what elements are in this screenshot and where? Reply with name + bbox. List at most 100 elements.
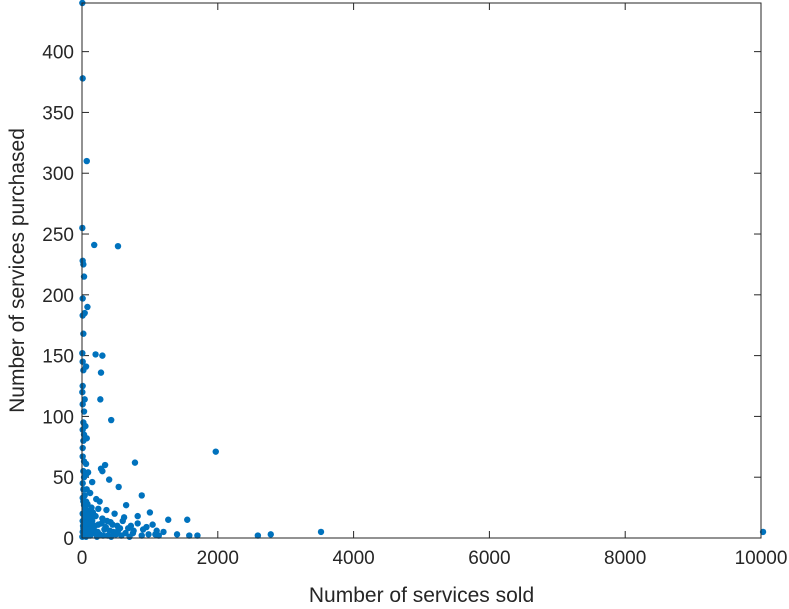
data-points <box>79 0 767 540</box>
x-tick-label: 0 <box>77 548 88 569</box>
y-tick-label: 200 <box>42 286 74 307</box>
data-point <box>91 241 98 249</box>
data-point <box>116 525 124 532</box>
data-point <box>146 509 154 516</box>
data-point <box>194 532 201 539</box>
data-point <box>119 517 126 525</box>
data-point <box>103 506 110 514</box>
data-point <box>127 522 135 530</box>
data-point <box>85 520 93 527</box>
data-point <box>103 517 111 525</box>
data-point <box>79 382 86 390</box>
data-point <box>138 492 145 499</box>
data-point <box>102 523 109 531</box>
data-point <box>94 528 101 536</box>
x-tick-label: 10000 <box>735 548 788 569</box>
data-point <box>96 498 103 505</box>
data-point <box>81 396 88 403</box>
data-point <box>134 520 141 527</box>
data-point <box>149 521 156 528</box>
data-point <box>112 531 120 538</box>
data-point <box>109 521 116 528</box>
x-axis-title: Number of services sold <box>309 584 534 607</box>
data-point <box>80 498 87 505</box>
data-point <box>99 352 106 359</box>
data-point <box>80 261 87 268</box>
data-point <box>83 511 90 519</box>
data-point <box>99 532 107 539</box>
data-point <box>106 527 114 534</box>
data-point <box>79 401 86 408</box>
data-point <box>173 531 181 538</box>
data-point <box>82 460 90 468</box>
data-point <box>80 367 87 374</box>
data-point <box>99 515 106 522</box>
data-point <box>317 528 325 536</box>
data-point <box>115 483 122 491</box>
data-point <box>79 312 86 319</box>
data-point <box>99 467 106 475</box>
data-point <box>101 461 109 469</box>
data-point <box>79 453 86 460</box>
data-point <box>79 75 86 82</box>
y-tick-label: 300 <box>42 164 74 185</box>
data-point <box>184 516 191 523</box>
data-point <box>80 330 87 337</box>
data-point <box>98 520 105 527</box>
data-point <box>122 529 129 537</box>
data-point <box>80 437 87 444</box>
data-point <box>89 509 97 516</box>
data-point <box>165 516 172 523</box>
data-point <box>82 505 89 513</box>
data-point <box>152 531 159 538</box>
x-tick-label: 8000 <box>604 548 646 569</box>
data-point <box>131 459 139 466</box>
data-point <box>97 369 105 376</box>
data-point <box>92 351 99 358</box>
y-tick-label: 400 <box>42 43 74 64</box>
data-point <box>105 476 113 483</box>
data-point <box>79 295 86 302</box>
data-point <box>138 532 145 539</box>
data-point <box>79 480 86 487</box>
data-point <box>114 242 122 250</box>
data-point <box>160 528 167 536</box>
data-point <box>107 416 115 424</box>
data-point <box>186 532 193 539</box>
x-tick-label: 2000 <box>197 548 239 569</box>
data-point <box>134 512 141 520</box>
data-point <box>80 486 87 493</box>
y-tick-label: 350 <box>42 103 74 124</box>
data-point <box>139 526 147 533</box>
data-point <box>111 510 118 517</box>
y-axis-ticks: 0 50 100 150 200 250 300 350 400 <box>42 43 761 550</box>
y-axis-title: Number of services purchased <box>6 128 29 413</box>
data-point <box>79 358 86 365</box>
data-point <box>84 303 91 311</box>
x-axis-ticks: 0 2000 4000 6000 8000 10000 <box>77 3 788 569</box>
data-point <box>91 522 99 530</box>
data-point <box>79 444 86 452</box>
data-point <box>145 531 152 538</box>
plot-area-border <box>81 2 762 539</box>
data-point <box>212 448 219 455</box>
x-tick-label: 6000 <box>468 548 510 569</box>
data-point <box>267 531 274 538</box>
data-point <box>254 532 262 539</box>
data-point <box>95 505 102 513</box>
data-point <box>88 478 96 486</box>
data-point <box>88 527 96 534</box>
data-point <box>79 426 86 433</box>
data-point <box>97 396 104 403</box>
data-point <box>130 527 137 534</box>
y-tick-label: 250 <box>42 225 74 246</box>
data-point <box>83 157 90 165</box>
y-tick-label: 150 <box>42 347 74 368</box>
y-tick-label: 0 <box>63 529 74 550</box>
data-point <box>86 489 94 497</box>
y-tick-label: 100 <box>42 407 74 428</box>
data-point <box>122 501 130 509</box>
data-point <box>87 515 95 522</box>
y-tick-label: 50 <box>53 468 74 489</box>
